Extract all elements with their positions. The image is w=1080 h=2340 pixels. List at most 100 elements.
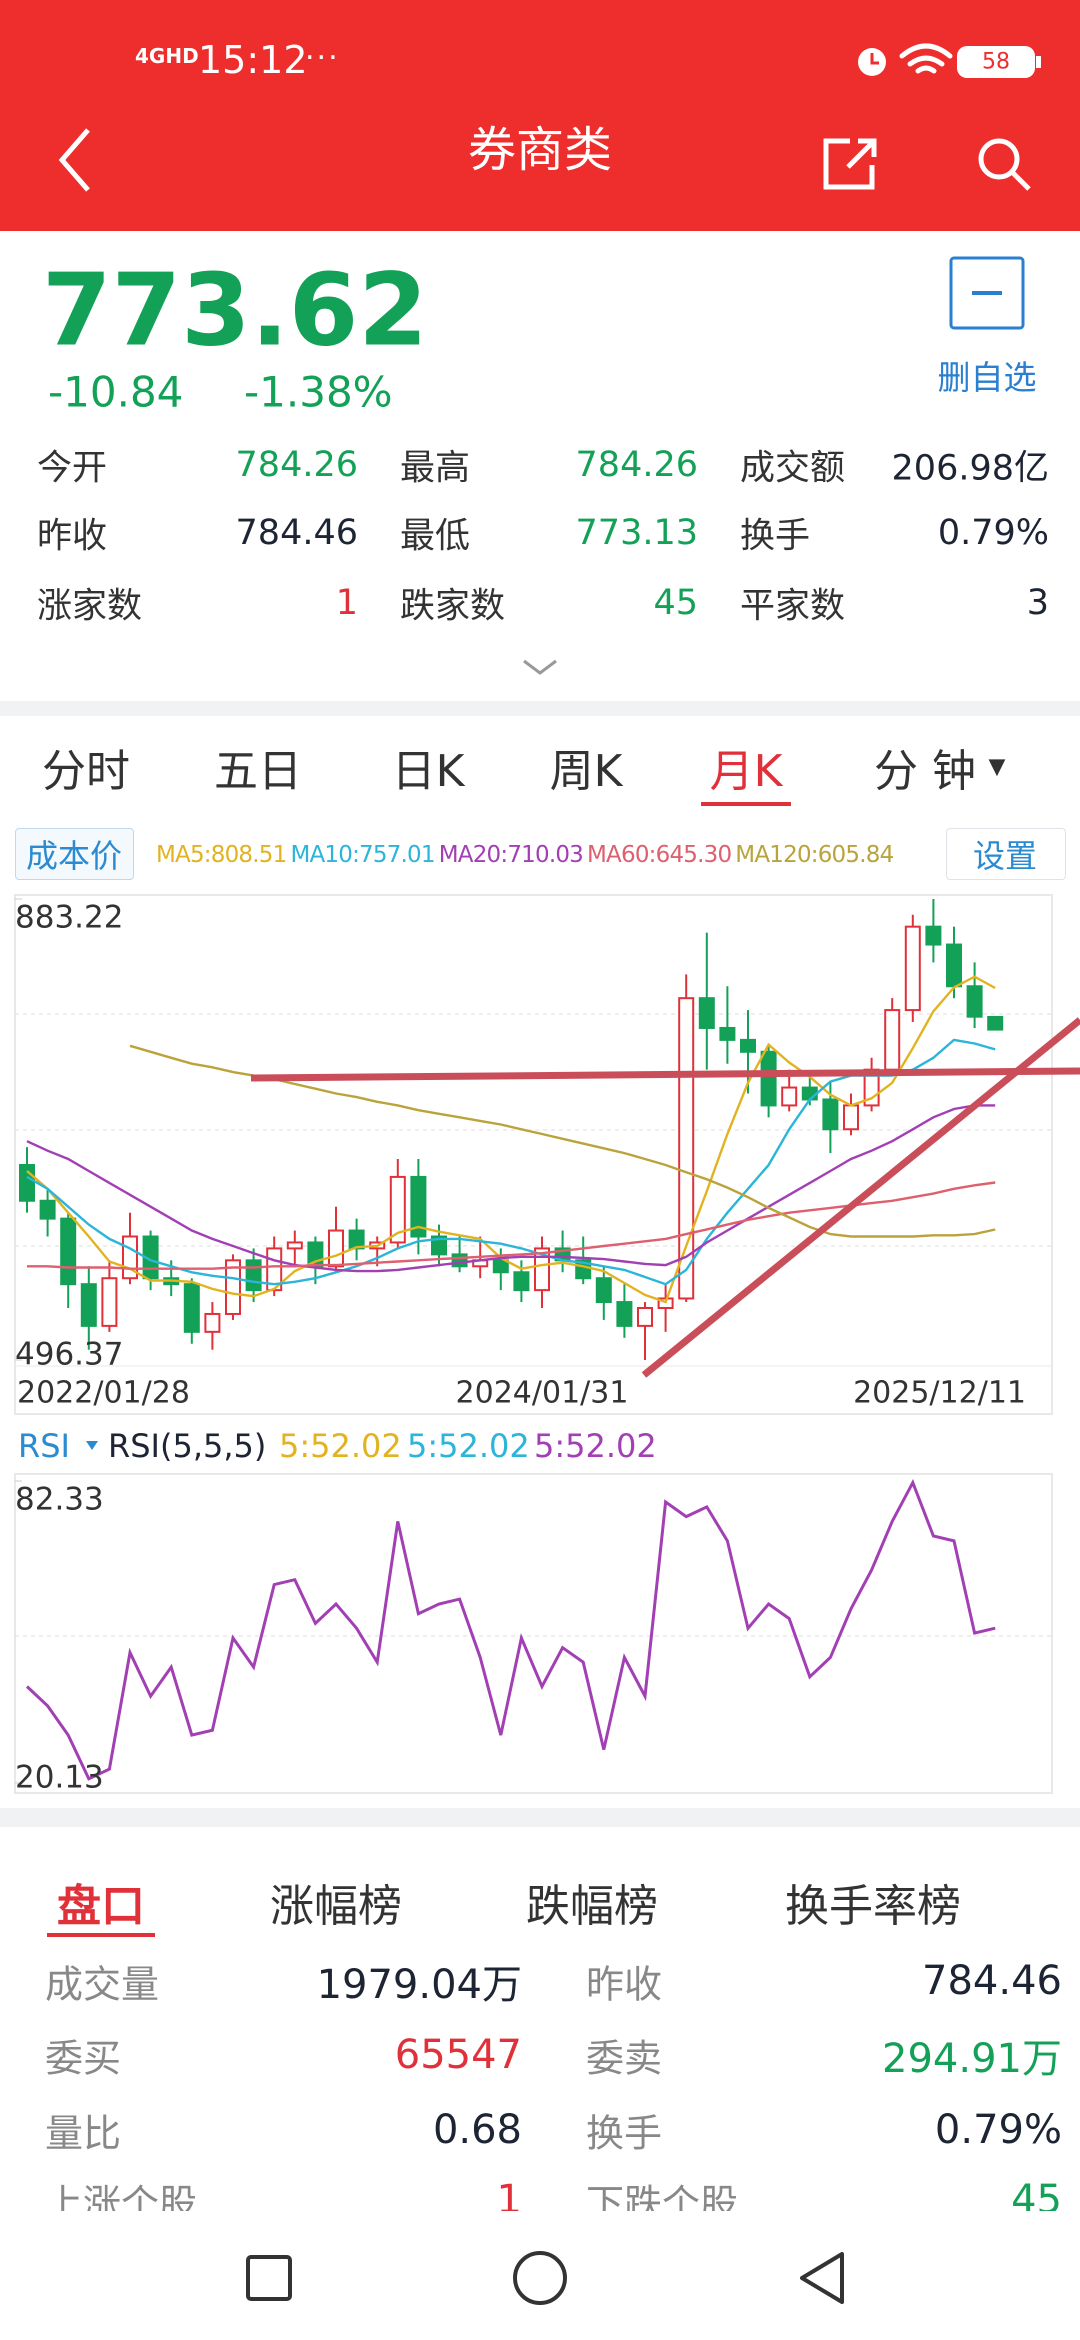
price-change-pct: -1.38% <box>244 367 393 417</box>
period-tab[interactable]: 日K <box>391 746 465 797</box>
candle-body <box>966 985 983 1018</box>
stat-value: 784.46 <box>235 513 358 553</box>
ma-legend-item: MA5:808.51 <box>156 842 287 868</box>
battery-level: 58 <box>982 49 1010 75</box>
candle-body <box>204 1312 221 1333</box>
candle-body <box>60 1217 77 1286</box>
candle-body <box>781 1086 798 1107</box>
book-value: 45 <box>1011 2177 1062 2211</box>
candle-body <box>328 1229 344 1268</box>
stat-label: 今开 <box>37 448 108 489</box>
period-tab[interactable]: 周K <box>549 746 623 797</box>
y-tick-label: 20.13 <box>15 1760 104 1796</box>
ma-legend-item: MA20:710.03 <box>438 842 584 868</box>
x-tick-label: 2022/01/28 <box>17 1376 190 1411</box>
stat-value: 3 <box>1026 583 1049 623</box>
book-label: 下跌个股 <box>586 2181 739 2212</box>
candle-body <box>822 1098 839 1131</box>
period-tab[interactable]: 分 钟 <box>874 746 976 797</box>
candle-body <box>760 1050 777 1107</box>
kline-frame <box>14 894 1053 1415</box>
board-tab[interactable]: 换手率榜 <box>785 1881 961 1932</box>
expand-chevron[interactable] <box>520 655 560 679</box>
candle-body <box>987 1015 1004 1031</box>
back-nav-button[interactable] <box>800 2252 844 2304</box>
candle-body <box>534 1247 550 1292</box>
candle-body <box>19 1164 35 1202</box>
x-tick-label: 2024/01/31 <box>456 1376 629 1411</box>
ma-line <box>26 975 996 1304</box>
period-tab[interactable]: 分时 <box>42 746 130 797</box>
recents-button[interactable] <box>246 2255 292 2301</box>
home-button[interactable] <box>513 2251 567 2305</box>
rsi-dropdown[interactable] <box>86 1441 98 1450</box>
top-bar <box>0 0 1080 231</box>
settings-button[interactable]: 设置 <box>972 837 1038 875</box>
settings-button-box[interactable] <box>946 828 1066 880</box>
remove-watch-icon[interactable] <box>948 255 1028 331</box>
candle-body <box>451 1253 468 1268</box>
candle-body <box>801 1086 818 1101</box>
separator <box>0 1808 1080 1827</box>
price-change: -10.84 <box>48 367 184 417</box>
stat-label: 成交额 <box>740 448 846 489</box>
cost-button-box[interactable] <box>15 828 134 880</box>
back-button[interactable] <box>50 120 100 200</box>
candle-body <box>225 1259 241 1315</box>
candle-body <box>513 1271 530 1292</box>
candle-body <box>884 1009 901 1071</box>
candle-body <box>616 1301 633 1327</box>
book-label: 委卖 <box>586 2036 663 2081</box>
candle-body <box>637 1307 653 1327</box>
stat-value: 0.79% <box>937 513 1049 553</box>
rsi-params: RSI(5,5,5) <box>108 1427 266 1465</box>
search-button[interactable] <box>975 135 1035 195</box>
candle-body <box>946 943 962 988</box>
book-label: 昨收 <box>586 1962 663 2007</box>
period-tab[interactable]: 月K <box>709 746 783 797</box>
candle-body <box>80 1283 97 1327</box>
stat-value: 784.26 <box>575 445 698 485</box>
status-dots: ··· <box>305 40 340 76</box>
stat-label: 最高 <box>400 448 471 489</box>
board-tab[interactable]: 盘口 <box>57 1881 145 1932</box>
candle-body <box>719 1026 736 1041</box>
rsi-indicator-name[interactable]: RSI <box>18 1427 70 1465</box>
book-label: 换手 <box>586 2111 663 2156</box>
stat-label: 最低 <box>400 516 471 557</box>
ma-line <box>26 1038 996 1286</box>
candle-body <box>101 1277 118 1327</box>
share-button[interactable] <box>820 135 880 195</box>
stat-label: 涨家数 <box>37 586 143 627</box>
status-icons <box>858 43 1041 78</box>
x-tick-label: 2025/12/11 <box>853 1376 1026 1411</box>
tab-underline <box>47 1933 155 1937</box>
book-value: 0.68 <box>432 2107 522 2153</box>
nav-buttons <box>246 2251 844 2305</box>
ma-line <box>27 1181 996 1270</box>
book-value: 294.91万 <box>882 2036 1062 2082</box>
y-tick-label: 82.33 <box>15 1482 104 1518</box>
book-value: 65547 <box>394 2032 522 2078</box>
book-label: 量比 <box>45 2111 122 2156</box>
ma-line <box>26 1104 996 1273</box>
period-tab[interactable]: 五日 <box>214 746 302 797</box>
board-tab[interactable]: 涨幅榜 <box>270 1881 402 1932</box>
candle-body <box>431 1235 447 1256</box>
candle-body <box>39 1199 56 1220</box>
drawn-trendline <box>641 1017 1080 1378</box>
candle-body <box>245 1259 262 1292</box>
remove-watch-button[interactable]: 删自选 <box>937 358 1037 397</box>
board-tab[interactable]: 跌幅榜 <box>526 1881 658 1932</box>
book-label: 上涨个股 <box>45 2181 198 2212</box>
drawn-trendline <box>250 1067 1080 1082</box>
stat-label: 昨收 <box>37 516 108 557</box>
stat-label: 跌家数 <box>400 586 506 627</box>
candle-body <box>286 1241 303 1250</box>
candle-body <box>925 925 942 946</box>
stat-value: 206.98亿 <box>891 448 1049 489</box>
order-book: 成交量 1979.04万 昨收 784.46 委买 65547 委卖 294.91万 量比 0.6… <box>0 1945 1080 2211</box>
cost-button[interactable]: 成本价 <box>25 837 123 875</box>
ma-legend-item: MA120:605.84 <box>735 842 894 868</box>
